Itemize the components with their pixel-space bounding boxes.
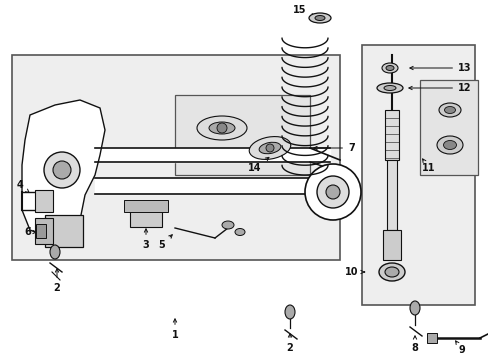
- Text: 2: 2: [286, 334, 293, 353]
- Bar: [124, 200, 168, 212]
- Ellipse shape: [384, 267, 398, 277]
- Ellipse shape: [444, 107, 454, 113]
- Polygon shape: [22, 100, 105, 238]
- Text: 2: 2: [54, 269, 60, 293]
- Ellipse shape: [235, 229, 244, 235]
- Bar: [12, 55, 339, 260]
- Bar: [426, 333, 436, 343]
- Ellipse shape: [50, 245, 60, 259]
- Text: 12: 12: [408, 83, 470, 93]
- Text: 4: 4: [17, 180, 29, 193]
- Ellipse shape: [222, 221, 234, 229]
- Text: 6: 6: [24, 227, 37, 237]
- Text: 14: 14: [248, 157, 268, 173]
- Text: 9: 9: [455, 341, 465, 355]
- Bar: [35, 190, 53, 212]
- Ellipse shape: [443, 140, 456, 149]
- Circle shape: [325, 185, 339, 199]
- Ellipse shape: [376, 83, 402, 93]
- Text: 11: 11: [421, 159, 435, 173]
- Bar: [386, 160, 396, 230]
- Text: 5: 5: [158, 235, 172, 250]
- Bar: [175, 95, 309, 175]
- Ellipse shape: [208, 122, 235, 134]
- Bar: [361, 45, 474, 305]
- Bar: [382, 230, 400, 260]
- Bar: [419, 80, 477, 175]
- Circle shape: [44, 152, 80, 188]
- Bar: [384, 110, 398, 160]
- Text: 13: 13: [409, 63, 470, 73]
- Ellipse shape: [381, 63, 397, 73]
- Ellipse shape: [385, 66, 393, 71]
- Ellipse shape: [383, 86, 395, 90]
- Ellipse shape: [285, 305, 294, 319]
- Ellipse shape: [378, 263, 404, 281]
- Ellipse shape: [308, 13, 330, 23]
- Text: 3: 3: [142, 229, 149, 250]
- Ellipse shape: [197, 116, 246, 140]
- Bar: [36, 224, 46, 238]
- Ellipse shape: [409, 301, 419, 315]
- Text: 15: 15: [293, 5, 314, 17]
- Circle shape: [265, 144, 273, 152]
- Ellipse shape: [438, 103, 460, 117]
- Circle shape: [305, 164, 360, 220]
- Text: 1: 1: [171, 319, 178, 340]
- Ellipse shape: [436, 136, 462, 154]
- Circle shape: [217, 123, 226, 133]
- Bar: [45, 215, 83, 247]
- Circle shape: [316, 176, 348, 208]
- Text: 8: 8: [411, 336, 418, 353]
- Ellipse shape: [314, 15, 325, 21]
- Bar: [130, 205, 162, 227]
- Text: 7: 7: [313, 143, 354, 153]
- Ellipse shape: [249, 136, 290, 159]
- Circle shape: [53, 161, 71, 179]
- Ellipse shape: [259, 142, 280, 154]
- Bar: [35, 218, 53, 244]
- Text: 10: 10: [345, 267, 364, 277]
